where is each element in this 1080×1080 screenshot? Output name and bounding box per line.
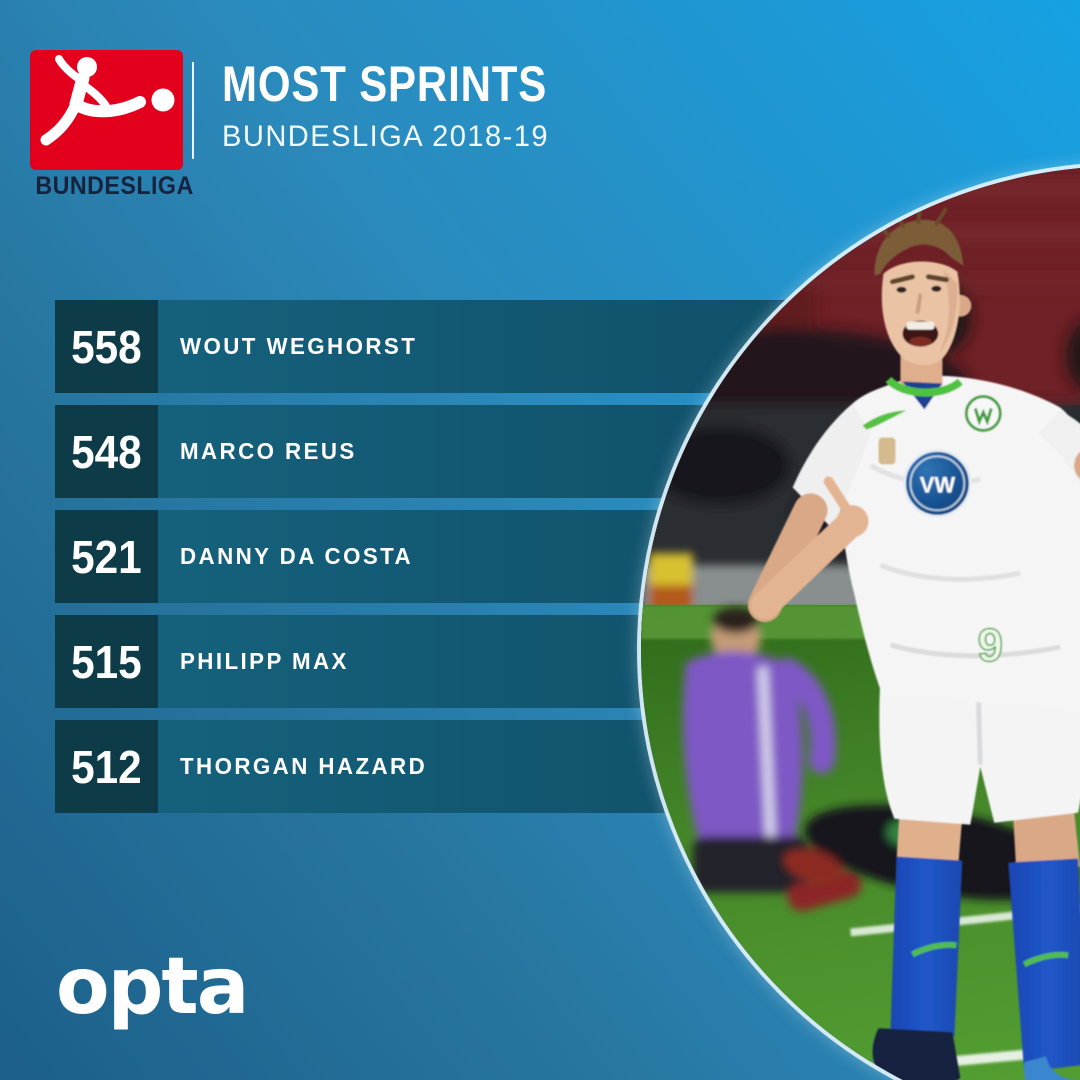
player-photo-scene: VW 9 bbox=[641, 166, 1080, 1080]
sprint-count: 512 bbox=[55, 720, 158, 813]
nike-swoosh-icon bbox=[862, 410, 907, 430]
bundesliga-wordmark: BUNDESLIGA bbox=[35, 172, 194, 200]
sprint-count: 515 bbox=[55, 615, 158, 708]
page-subtitle: BUNDESLIGA 2018-19 bbox=[222, 120, 550, 153]
cup-badge-icon bbox=[878, 437, 896, 465]
jersey-number: 9 bbox=[978, 619, 1004, 671]
sprint-count: 548 bbox=[55, 405, 158, 498]
sprint-count: 558 bbox=[55, 300, 158, 393]
bundesliga-logo bbox=[30, 50, 183, 170]
celebrating-player: VW 9 bbox=[747, 202, 1080, 1080]
opta-logo: opta bbox=[56, 942, 249, 1032]
svg-text:VW: VW bbox=[920, 472, 956, 497]
sprint-count: 521 bbox=[55, 510, 158, 603]
goalkeeper-figure bbox=[683, 607, 862, 912]
vw-sponsor-logo: VW bbox=[902, 448, 972, 518]
page-title: MOST SPRINTS bbox=[222, 56, 548, 112]
ball-icon bbox=[151, 88, 175, 112]
header-divider bbox=[192, 62, 194, 159]
player-photo: VW 9 bbox=[637, 162, 1080, 1080]
bundesliga-player-silhouette-icon bbox=[40, 55, 175, 146]
